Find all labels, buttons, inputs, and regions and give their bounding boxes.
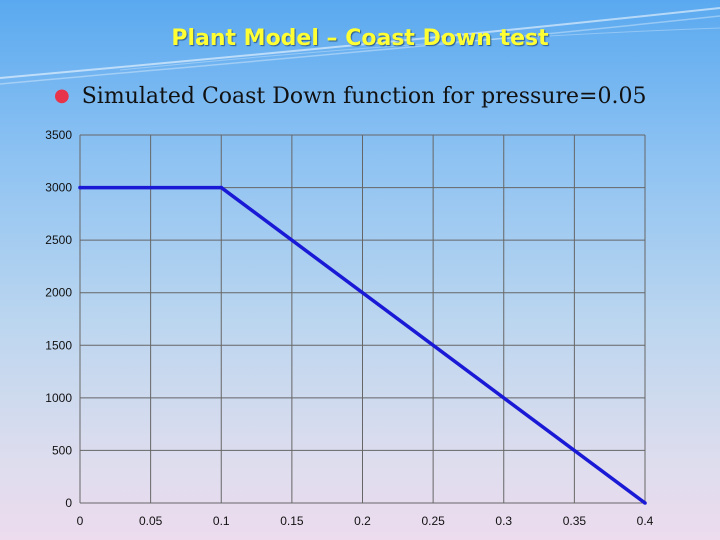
x-tick-label: 0.05 [139, 514, 163, 528]
data-point [219, 185, 224, 190]
x-tick-label: 0.3 [495, 514, 512, 528]
header-swoosh [0, 7, 720, 85]
y-tick-label: 2000 [45, 286, 72, 300]
x-tick-label: 0.2 [354, 514, 371, 528]
x-tick-label: 0.4 [637, 514, 654, 528]
bullet-item: ● Simulated Coast Down function for press… [54, 84, 646, 109]
bullet-marker: ● [54, 85, 70, 106]
data-point [78, 185, 82, 190]
x-tick-label: 0.35 [563, 514, 587, 528]
y-tick-label: 3500 [45, 128, 72, 142]
x-tick-label: 0.15 [280, 514, 304, 528]
y-tick-label: 1500 [45, 338, 72, 352]
x-tick-label: 0 [77, 514, 84, 528]
y-axis-ticks: 0 500 1000 1500 2000 2500 3000 3500 [45, 128, 72, 510]
y-tick-label: 3000 [45, 181, 72, 195]
y-tick-label: 500 [52, 443, 72, 457]
bullet-text: Simulated Coast Down function for pressu… [81, 84, 647, 109]
slide-title: Plant Model – Coast Down test [171, 26, 549, 51]
chart-grid [79, 134, 646, 504]
data-point [643, 501, 647, 505]
y-tick-label: 0 [65, 496, 72, 510]
y-tick-label: 2500 [45, 233, 72, 247]
chart-series [78, 185, 647, 505]
x-tick-label: 0.1 [213, 514, 230, 528]
x-tick-label: 0.25 [421, 514, 445, 528]
x-axis-ticks: 0 0.05 0.1 0.15 0.2 0.25 0.3 0.35 0.4 [77, 514, 654, 528]
y-tick-label: 1000 [45, 391, 72, 405]
